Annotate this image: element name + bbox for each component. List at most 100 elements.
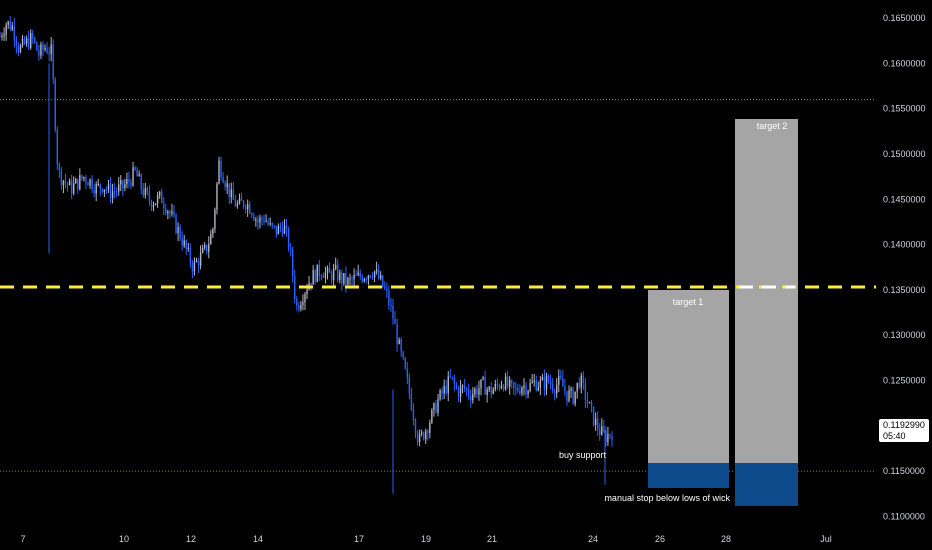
candle-body	[34, 37, 36, 43]
candle-body	[574, 391, 576, 404]
candle-body	[541, 377, 544, 381]
candle-body	[95, 184, 97, 194]
candle-body	[15, 39, 18, 46]
candle-body	[146, 187, 149, 193]
candle-body	[322, 276, 325, 278]
buy-support-label: buy support	[559, 450, 607, 460]
candle-body	[406, 368, 409, 378]
candle-body	[23, 38, 26, 44]
candle-body	[265, 221, 267, 223]
candle-body	[427, 430, 429, 433]
candle-body	[64, 180, 67, 184]
candle-body	[572, 388, 574, 404]
candle-body	[93, 189, 95, 194]
candle-body	[48, 53, 50, 55]
candle-body	[208, 244, 210, 252]
current-price-badge: 0.1192990 05:40	[879, 419, 929, 442]
candle-body	[230, 189, 232, 198]
candle-body	[369, 275, 372, 278]
candle-body	[60, 170, 63, 185]
candle-body	[326, 267, 329, 273]
candle-body	[607, 434, 609, 443]
candle-body	[470, 395, 472, 401]
candle-body	[287, 228, 290, 249]
candle-body	[13, 25, 16, 40]
candle-body	[171, 211, 173, 214]
date-tick-8: 26	[655, 534, 665, 544]
candle-body	[375, 269, 378, 272]
candle-body	[355, 275, 357, 277]
candle-body	[99, 183, 101, 189]
candle-body	[416, 432, 419, 442]
candle-body	[193, 261, 196, 272]
candle-body	[611, 435, 613, 441]
candle-body	[314, 270, 316, 282]
candle-body	[267, 221, 269, 225]
candle-body	[486, 389, 488, 395]
candle-body	[302, 302, 304, 306]
candle-body	[365, 279, 368, 281]
time-axis[interactable]: 7 10 12 14 17 19 21 24 26 28 Jul	[20, 534, 831, 544]
candle-body	[523, 385, 525, 388]
candle-body	[459, 386, 462, 397]
candle-body	[402, 351, 404, 359]
price-tick-0: 0.1650000	[883, 13, 926, 23]
candle-body	[30, 33, 32, 48]
candle-body	[547, 375, 550, 382]
candle-body	[58, 164, 61, 171]
candle-body	[216, 183, 218, 210]
candle-body	[210, 234, 212, 245]
candle-body	[361, 277, 363, 282]
candle-body	[553, 390, 556, 394]
candle-body	[296, 298, 298, 306]
candle-body	[380, 275, 382, 279]
target-boxes	[648, 119, 798, 506]
candle-body	[277, 226, 280, 235]
candle-body	[384, 286, 386, 289]
price-tick-10: 0.1150000	[883, 466, 925, 476]
candle-body	[271, 223, 273, 226]
candle-body	[345, 273, 347, 285]
candles	[0, 15, 613, 494]
candle-body	[236, 203, 239, 207]
candle-body	[132, 167, 134, 186]
candle-body	[506, 376, 509, 387]
candle-body	[83, 176, 85, 179]
price-tick-8: 0.1250000	[883, 376, 926, 386]
candle-body	[513, 382, 515, 388]
candle-body	[343, 273, 345, 284]
candle-body	[173, 211, 175, 215]
candle-body	[508, 380, 511, 387]
candle-body	[298, 305, 300, 310]
candle-body	[124, 184, 126, 189]
candle-body	[7, 21, 9, 25]
candle-body	[429, 422, 431, 433]
candle-body	[580, 375, 582, 388]
candle-body	[582, 375, 585, 384]
candle-body	[154, 203, 157, 205]
candle-body	[283, 225, 286, 234]
candle-body	[363, 279, 366, 282]
candle-body	[584, 383, 587, 401]
candle-body	[113, 191, 116, 193]
candle-body	[85, 176, 87, 183]
candle-body	[545, 375, 548, 389]
candle-body	[36, 42, 38, 51]
candle-body	[177, 227, 179, 234]
countdown-value: 05:40	[883, 431, 906, 441]
price-axis[interactable]: 0.1650000 0.1600000 0.1550000 0.1500000 0.14…	[883, 13, 926, 521]
candle-body	[294, 276, 296, 299]
date-tick-5: 19	[421, 534, 431, 544]
target2-box	[735, 119, 798, 463]
candle-body	[160, 191, 163, 204]
candle-body	[214, 209, 216, 229]
candle-body	[551, 384, 554, 391]
candle-body	[576, 382, 578, 392]
candle-body	[556, 384, 558, 394]
candle-body	[107, 184, 110, 190]
candle-body	[320, 276, 323, 278]
candle-body	[3, 34, 5, 37]
candle-body	[255, 219, 257, 221]
candle-body	[118, 184, 120, 192]
